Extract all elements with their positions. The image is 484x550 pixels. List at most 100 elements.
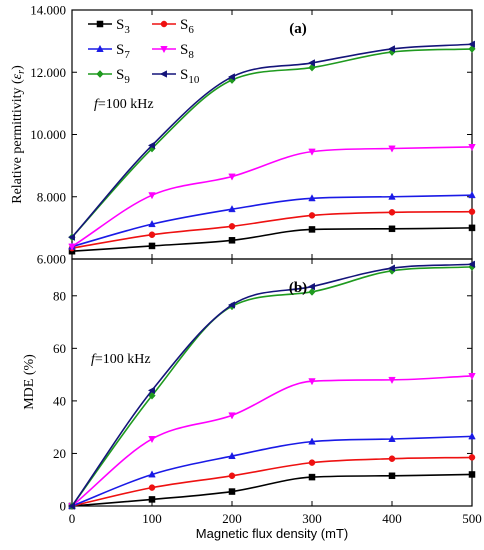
series-line-a-s7 (71, 194, 473, 248)
data-point-b-s6 (228, 472, 236, 480)
legend-marker-s6 (160, 20, 168, 28)
x-tick-label: 300 (302, 511, 322, 526)
y-tick-label-a: 6.000 (37, 252, 66, 267)
data-point-a-s8 (308, 148, 316, 156)
legend-label-s8: S8 (180, 42, 194, 61)
y-tick-label-a: 14.000 (30, 3, 66, 18)
data-point-a-s10 (307, 59, 315, 67)
x-axis-label: Magnetic flux density (mT) (196, 526, 348, 541)
data-point-b-s8 (228, 412, 236, 420)
data-point-b-s7 (468, 432, 476, 440)
x-tick-label: 200 (222, 511, 242, 526)
series-group-b (67, 260, 476, 511)
data-point-a-s7 (388, 192, 396, 200)
data-point-b-s3 (148, 496, 156, 503)
x-tick-label: 100 (142, 511, 162, 526)
legend-label-s10: S10 (180, 67, 200, 86)
series-line-b-s9 (71, 266, 473, 507)
data-point-a-s6 (468, 208, 476, 215)
data-point-a-s3 (228, 237, 236, 244)
panel-b: 0 20 40 60 80 0 100 200 300 400 500 (b) f=100 kHz… (22, 258, 482, 541)
data-point-b-s3 (388, 472, 396, 480)
data-point-a-s8 (68, 243, 76, 251)
data-point-a-s6 (228, 223, 236, 230)
y-tick-label-b: 40 (53, 393, 66, 408)
panel-a: 6.000 8.000 10.000 12.000 14.000 (a) f=100 k… (10, 3, 476, 267)
x-tick-label: 0 (69, 511, 76, 526)
series-line-b-s7 (71, 435, 473, 507)
data-point-a-s3 (388, 225, 396, 233)
panel-label-b: (b) (289, 280, 307, 296)
ylabel-a-sub: r (16, 70, 27, 74)
legend-marker-s3 (96, 20, 104, 28)
data-point-a-s6 (148, 231, 156, 238)
data-point-b-s8 (148, 436, 156, 444)
data-point-b-s6 (388, 455, 396, 462)
series-line-a-s6 (71, 210, 473, 249)
data-point-a-s10 (387, 45, 395, 53)
legend-marker-s10 (159, 70, 167, 78)
data-point-a-s8 (228, 173, 236, 181)
panel-label-a: (a) (289, 21, 307, 37)
data-point-a-s6 (308, 212, 316, 219)
y-tick-label-a: 10.000 (30, 127, 66, 142)
data-point-a-s3 (468, 224, 476, 232)
data-point-a-s7 (228, 205, 236, 213)
ylabel-a-sym: ε (10, 73, 25, 79)
series-group-a (67, 40, 476, 255)
data-point-b-s10 (147, 386, 155, 395)
data-point-a-s7 (308, 194, 316, 202)
y-ticks-a: 6.000 8.000 10.000 12.000 14.000 (30, 3, 472, 267)
annotation-a-rest: =100 kHz (98, 97, 154, 112)
y-tick-label-b: 20 (53, 446, 66, 461)
series-line-a-s3 (71, 227, 473, 253)
data-point-a-s3 (308, 226, 316, 233)
annotation-b-italic: f (91, 352, 97, 367)
data-point-b-s3 (308, 473, 316, 481)
y-tick-label-b: 80 (53, 288, 66, 303)
data-point-b-s10 (227, 301, 235, 309)
y-ticks-b: 0 20 40 60 80 (53, 288, 472, 514)
data-point-a-s6 (388, 209, 396, 216)
legend-label-s3: S3 (116, 17, 130, 36)
x-tick-label: 500 (462, 511, 482, 526)
annotation-b-rest: =100 kHz (95, 352, 151, 367)
annotation-b: f=100 kHz (91, 352, 151, 367)
legend-marker-s8 (160, 46, 168, 54)
data-point-a-s10 (227, 73, 235, 81)
series-line-b-s8 (71, 375, 473, 507)
data-point-b-s10 (387, 264, 395, 272)
series-line-a-s10 (71, 43, 473, 238)
data-point-b-s3 (468, 471, 476, 478)
x-tick-label: 400 (382, 511, 402, 526)
y-tick-label-b: 0 (60, 499, 67, 514)
data-point-b-s8 (388, 376, 396, 385)
data-point-b-s10 (467, 260, 475, 268)
series-line-b-s10 (71, 263, 473, 507)
legend-label-s7: S7 (116, 42, 130, 61)
data-point-b-s6 (148, 484, 156, 491)
data-point-a-s8 (388, 145, 396, 153)
series-line-a-s8 (71, 146, 473, 248)
data-point-b-s8 (308, 378, 316, 386)
data-point-b-s3 (228, 488, 236, 495)
y-tick-label-a: 8.000 (37, 189, 66, 204)
data-point-a-s10 (147, 141, 155, 150)
data-point-b-s10 (307, 282, 315, 291)
legend-label-s6: S6 (180, 17, 194, 36)
ylabel-a-main: Relative permittivity ( (10, 79, 25, 204)
data-point-a-s8 (468, 144, 476, 152)
data-point-b-s8 (468, 372, 476, 381)
legend-label-s9: S9 (116, 67, 130, 86)
y-axis-label-a: Relative permittivity (εr) (10, 65, 27, 204)
data-point-b-s7 (308, 437, 316, 445)
x-ticks-a (71, 10, 473, 259)
data-point-a-s10 (67, 233, 75, 241)
data-point-b-s10 (67, 502, 75, 510)
y-axis-label-b: MDE (%) (22, 354, 37, 410)
data-point-a-s7 (148, 220, 156, 228)
data-point-b-s7 (228, 451, 236, 460)
series-line-a-s9 (71, 48, 473, 238)
legend: S3 S6 S7 S8 S9 S10 (88, 17, 200, 86)
data-point-a-s3 (148, 242, 156, 250)
